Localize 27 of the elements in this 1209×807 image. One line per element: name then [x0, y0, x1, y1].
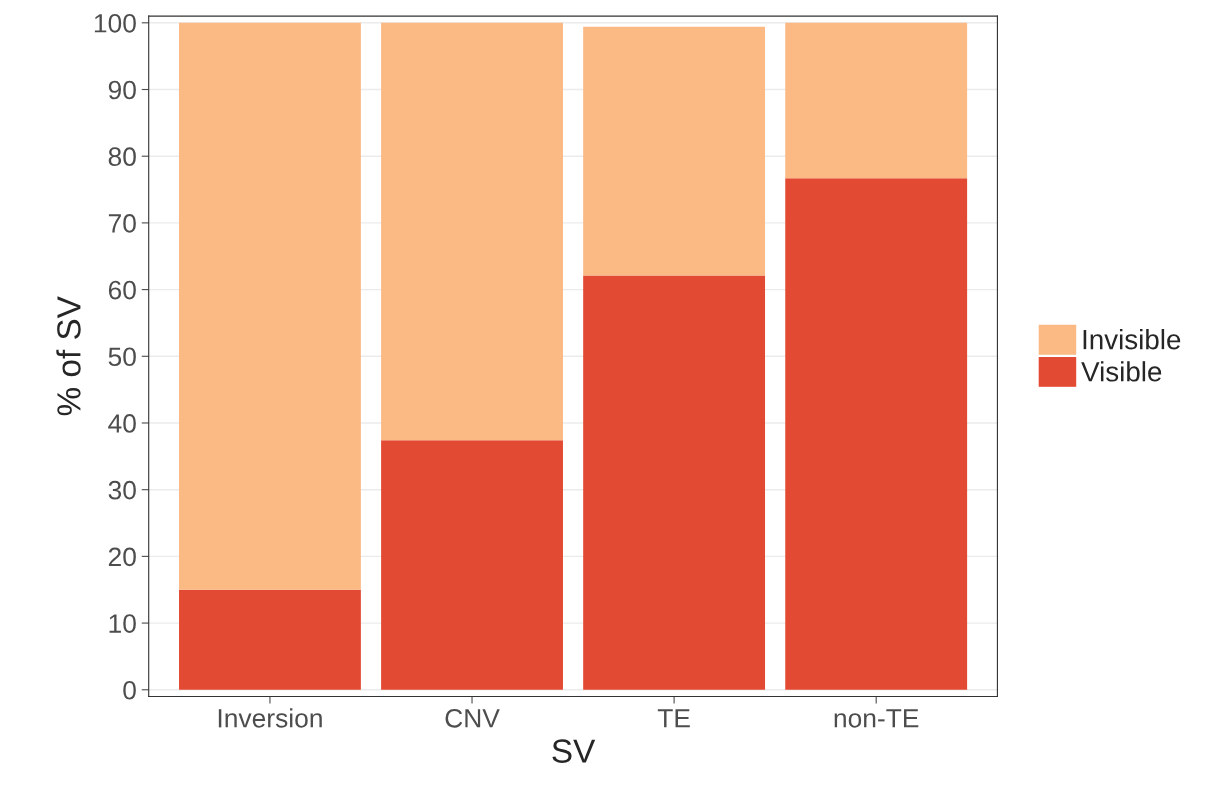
- y-tick-label: 90: [108, 80, 136, 100]
- y-tick-label: 70: [108, 214, 136, 233]
- legend-label: Invisible: [1083, 329, 1181, 350]
- legend-label: Visible: [1081, 361, 1162, 382]
- y-axis-title: % of SV: [56, 296, 81, 416]
- y-tick-label: 40: [108, 414, 136, 433]
- bar: [785, 22, 968, 179]
- y-tick-label: 20: [108, 547, 136, 567]
- x-tick-label: CNV: [445, 708, 500, 728]
- y-tick-label: 60: [108, 280, 136, 300]
- bar: [179, 589, 361, 690]
- bar: [583, 26, 766, 276]
- bar: [785, 178, 968, 690]
- bar: [583, 275, 766, 690]
- bar: [179, 22, 361, 590]
- y-tick-label: 30: [108, 480, 136, 500]
- y-tick-label: 100: [94, 13, 136, 33]
- y-tick-label: 80: [108, 147, 136, 167]
- y-tick-label: 50: [108, 347, 136, 367]
- x-tick-label: Inversion: [218, 708, 322, 728]
- x-tick-label: non-TE: [834, 709, 919, 728]
- x-axis-title: SV: [552, 739, 596, 763]
- bar: [381, 22, 563, 441]
- y-tick-label: 0: [123, 680, 136, 700]
- bar: [381, 440, 563, 690]
- x-tick-label: TE: [657, 709, 690, 728]
- y-tick-label: 10: [109, 614, 136, 633]
